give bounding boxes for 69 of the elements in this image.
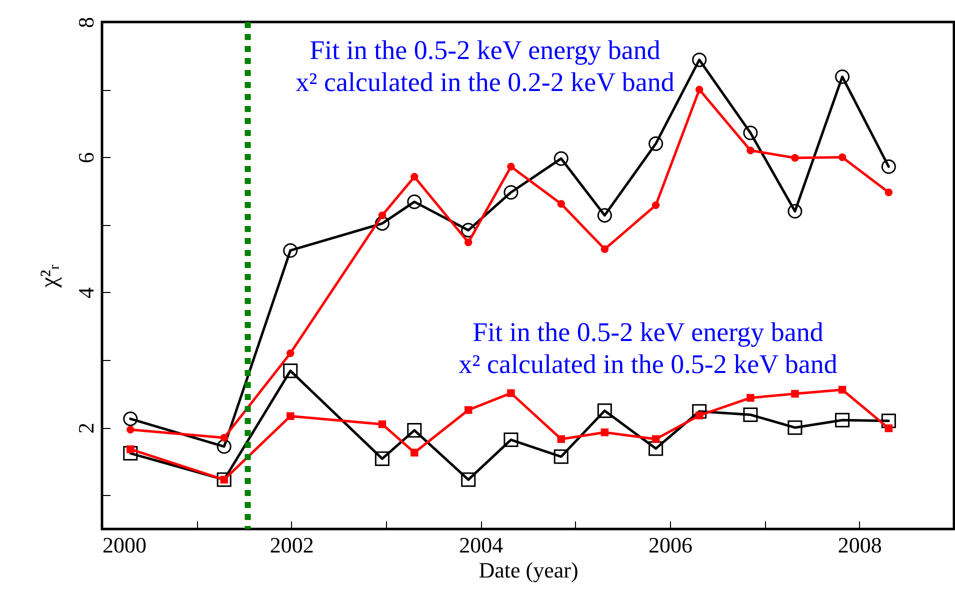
point bbox=[597, 208, 612, 223]
point bbox=[507, 389, 515, 397]
point bbox=[838, 153, 846, 162]
y-tick-label: 6 bbox=[74, 152, 98, 164]
point bbox=[746, 394, 754, 402]
point bbox=[652, 435, 660, 443]
point bbox=[216, 439, 232, 454]
point bbox=[648, 441, 664, 456]
y-tick-label: 4 bbox=[74, 287, 98, 298]
point bbox=[283, 243, 298, 258]
point bbox=[123, 412, 138, 426]
x-tick-label: 2004 bbox=[459, 532, 504, 558]
annotation: Fit in the 0.5-2 keV energy band x² calculated in the 0.5-2 keV band bbox=[458, 317, 838, 379]
point bbox=[600, 245, 609, 253]
point bbox=[884, 424, 893, 432]
point bbox=[746, 146, 754, 154]
x-tick-label: 2008 bbox=[838, 532, 882, 558]
point bbox=[464, 238, 472, 246]
point bbox=[791, 154, 799, 162]
point bbox=[648, 136, 664, 151]
point bbox=[597, 403, 612, 418]
x-tick-label: 2006 bbox=[648, 532, 692, 558]
point bbox=[374, 451, 390, 466]
point bbox=[692, 404, 707, 419]
point bbox=[286, 412, 294, 420]
point bbox=[464, 406, 472, 414]
point bbox=[554, 449, 568, 464]
y-axis-title: χ²ᵣ bbox=[36, 264, 62, 289]
point bbox=[126, 426, 134, 434]
point bbox=[835, 412, 850, 428]
point bbox=[410, 448, 418, 456]
point bbox=[407, 194, 422, 210]
x-tick-label: 2000 bbox=[102, 532, 146, 558]
point bbox=[788, 420, 802, 435]
y-tick-label: 2 bbox=[74, 422, 98, 434]
point bbox=[743, 126, 758, 140]
point bbox=[461, 472, 476, 487]
point bbox=[504, 185, 518, 200]
point bbox=[286, 349, 294, 358]
point bbox=[123, 446, 138, 461]
point bbox=[504, 432, 518, 448]
annotation: Fit in the 0.5-2 keV energy band x² calculated in the 0.2-2 keV band bbox=[296, 35, 675, 97]
point bbox=[695, 86, 704, 94]
y-tick-label: 8 bbox=[74, 17, 98, 28]
x-tick-label: 2002 bbox=[270, 532, 314, 558]
point bbox=[884, 188, 893, 196]
point bbox=[374, 216, 390, 231]
point bbox=[216, 472, 232, 487]
point bbox=[652, 201, 660, 210]
point bbox=[881, 159, 896, 174]
point bbox=[220, 434, 228, 442]
point bbox=[835, 70, 850, 84]
point bbox=[378, 211, 386, 220]
x-axis-title: Date (year) bbox=[478, 558, 578, 582]
point bbox=[600, 428, 609, 436]
point bbox=[283, 364, 298, 378]
point bbox=[407, 423, 422, 438]
point bbox=[743, 407, 758, 422]
point bbox=[838, 386, 846, 394]
point bbox=[881, 414, 896, 428]
point bbox=[791, 390, 799, 398]
point bbox=[378, 420, 386, 428]
point bbox=[410, 172, 418, 181]
point bbox=[554, 151, 568, 166]
point bbox=[557, 200, 566, 208]
point bbox=[557, 435, 566, 443]
point bbox=[507, 162, 515, 171]
point bbox=[788, 204, 802, 219]
point bbox=[692, 52, 707, 68]
